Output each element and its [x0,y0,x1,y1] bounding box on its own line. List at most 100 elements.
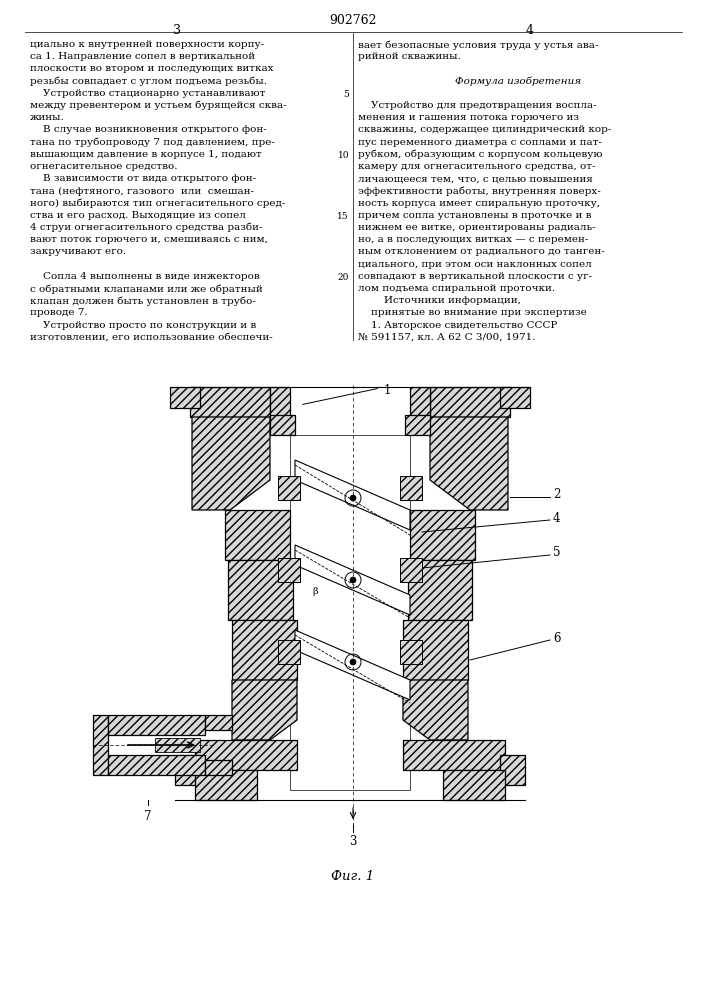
Polygon shape [278,476,300,500]
Polygon shape [93,715,108,775]
Text: с обратными клапанами или же обратный: с обратными клапанами или же обратный [30,284,263,294]
Text: Источники информации,: Источники информации, [358,296,521,305]
Polygon shape [290,435,410,790]
Text: 1: 1 [384,384,392,397]
Text: ства и его расход. Выходящие из сопел: ства и его расход. Выходящие из сопел [30,211,246,220]
Text: № 591157, кл. А 62 С 3/00, 1971.: № 591157, кл. А 62 С 3/00, 1971. [358,333,535,342]
Polygon shape [108,715,205,735]
Text: 5: 5 [553,546,561,560]
Text: рийной скважины.: рийной скважины. [358,52,461,61]
Polygon shape [108,735,205,755]
Text: ность корпуса имеет спиральную проточку,: ность корпуса имеет спиральную проточку, [358,199,600,208]
Text: но, а в последующих витках — с перемен-: но, а в последующих витках — с перемен- [358,235,588,244]
Text: пус переменного диаметра с соплами и пат-: пус переменного диаметра с соплами и пат… [358,138,602,147]
Text: ного) выбираются тип огнегасительного сред-: ного) выбираются тип огнегасительного ср… [30,199,286,208]
Text: циально к внутренней поверхности корпу-: циально к внутренней поверхности корпу- [30,40,264,49]
Polygon shape [405,415,430,435]
Polygon shape [195,770,257,800]
Text: 3: 3 [349,835,357,848]
Text: Устройство просто по конструкции и в: Устройство просто по конструкции и в [30,321,256,330]
Text: 5: 5 [343,90,349,99]
Text: тана (нефтяного, газового  или  смешан-: тана (нефтяного, газового или смешан- [30,186,254,196]
Text: ным отклонением от радиального до танген-: ным отклонением от радиального до танген… [358,247,604,256]
Circle shape [350,659,356,665]
Polygon shape [295,460,410,530]
Text: проводе 7.: проводе 7. [30,308,88,317]
Text: камеру для огнегасительного средства, от-: камеру для огнегасительного средства, от… [358,162,595,171]
Text: резьбы совпадает с углом подъема резьбы.: резьбы совпадает с углом подъема резьбы. [30,77,267,86]
Text: между превентером и устьем бурящейся сква-: между превентером и устьем бурящейся скв… [30,101,286,110]
Text: вают поток горючего и, смешиваясь с ним,: вают поток горючего и, смешиваясь с ним, [30,235,268,244]
Text: нижнем ее витке, ориентированы радиаль-: нижнем ее витке, ориентированы радиаль- [358,223,595,232]
Polygon shape [430,387,510,417]
Polygon shape [195,740,297,770]
Text: 2: 2 [553,488,561,502]
Text: лом подъема спиральной проточки.: лом подъема спиральной проточки. [358,284,555,293]
Text: скважины, содержащее цилиндрический кор-: скважины, содержащее цилиндрический кор- [358,125,612,134]
Text: 15: 15 [337,212,349,221]
Text: 4: 4 [526,24,534,37]
Polygon shape [403,740,505,770]
Text: изготовлении, его использование обеспечи-: изготовлении, его использование обеспечи… [30,333,273,342]
Text: 10: 10 [337,151,349,160]
Polygon shape [225,510,290,560]
Text: 902762: 902762 [329,14,377,27]
Text: жины.: жины. [30,113,65,122]
Polygon shape [403,680,468,740]
Polygon shape [295,545,410,615]
Text: менения и гашения потока горючего из: менения и гашения потока горючего из [358,113,579,122]
Polygon shape [408,560,472,620]
Polygon shape [295,630,410,700]
Polygon shape [443,770,505,800]
Polygon shape [278,558,300,582]
Text: 3: 3 [173,24,181,37]
Text: β: β [312,587,318,596]
Text: вает безопасные условия труда у устья ава-: вает безопасные условия труда у устья ав… [358,40,598,49]
Text: 1. Авторское свидетельство СССР: 1. Авторское свидетельство СССР [358,321,557,330]
Text: клапан должен быть установлен в трубо-: клапан должен быть установлен в трубо- [30,296,256,306]
Text: личающееся тем, что, с целью повышения: личающееся тем, что, с целью повышения [358,174,593,183]
Polygon shape [270,415,295,435]
Polygon shape [500,387,530,408]
Text: 20: 20 [338,273,349,282]
Polygon shape [175,755,200,785]
Polygon shape [108,755,205,775]
Polygon shape [400,640,422,664]
Text: В случае возникновения открытого фон-: В случае возникновения открытого фон- [30,125,267,134]
Text: плоскости во втором и последующих витках: плоскости во втором и последующих витках [30,64,274,73]
Polygon shape [205,760,232,775]
Text: Фиг. 1: Фиг. 1 [332,870,375,883]
Polygon shape [232,680,297,740]
Text: Сопла 4 выполнены в виде инжекторов: Сопла 4 выполнены в виде инжекторов [30,272,259,281]
Text: В зависимости от вида открытого фон-: В зависимости от вида открытого фон- [30,174,256,183]
Text: Устройство для предотвращения воспла-: Устройство для предотвращения воспла- [358,101,597,110]
Text: 6: 6 [553,632,561,645]
Circle shape [350,577,356,583]
Polygon shape [410,510,475,560]
Polygon shape [190,387,270,417]
Text: Формула изобретения: Формула изобретения [455,77,581,86]
Text: тана по трубопроводу 7 под давлением, пре-: тана по трубопроводу 7 под давлением, пр… [30,138,275,147]
Polygon shape [500,755,525,785]
Polygon shape [400,558,422,582]
Text: огнегасительное средство.: огнегасительное средство. [30,162,177,171]
Text: принятые во внимание при экспертизе: принятые во внимание при экспертизе [358,308,587,317]
Text: 7: 7 [144,810,152,823]
Text: закручивают его.: закручивают его. [30,247,126,256]
Text: Устройство стационарно устанавливают: Устройство стационарно устанавливают [30,89,265,98]
Text: са 1. Направление сопел в вертикальной: са 1. Направление сопел в вертикальной [30,52,255,61]
Polygon shape [410,387,430,417]
Polygon shape [430,417,508,510]
Text: эффективности работы, внутренняя поверх-: эффективности работы, внутренняя поверх- [358,186,601,196]
Polygon shape [170,387,200,408]
Polygon shape [205,715,232,730]
Polygon shape [400,476,422,500]
Text: причем сопла установлены в проточке и в: причем сопла установлены в проточке и в [358,211,592,220]
Polygon shape [270,387,290,417]
Text: циального, при этом оси наклонных сопел: циального, при этом оси наклонных сопел [358,260,592,269]
Polygon shape [403,620,468,680]
Text: рубком, образующим с корпусом кольцевую: рубком, образующим с корпусом кольцевую [358,150,602,159]
Circle shape [350,495,356,501]
Text: 4 струи огнегасительного средства разби-: 4 струи огнегасительного средства разби- [30,223,262,232]
Polygon shape [155,738,200,752]
